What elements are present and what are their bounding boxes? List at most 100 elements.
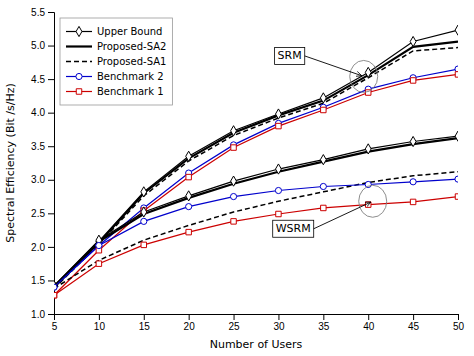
- tick: 20: [184, 314, 196, 332]
- series-line: [54, 138, 458, 287]
- legend-item: Proposed-SA1: [66, 56, 166, 67]
- legend-marker: [76, 73, 82, 79]
- tick-mark: [458, 314, 459, 320]
- tick-mark: [48, 12, 54, 13]
- point: [410, 199, 415, 204]
- tick-label: 5.5: [31, 7, 45, 18]
- tick-label: 2.0: [31, 242, 45, 253]
- tick-label: 30: [273, 321, 285, 332]
- legend-item: Benchmark 2: [66, 71, 164, 82]
- tick: 2.0: [31, 242, 54, 253]
- point: [455, 72, 458, 77]
- tick-mark: [48, 46, 54, 47]
- point: [54, 284, 57, 290]
- point: [455, 194, 458, 199]
- tick-label: 5: [52, 321, 58, 332]
- tick-label: 3.0: [31, 174, 45, 185]
- legend-label: Upper Bound: [97, 26, 162, 37]
- point: [365, 144, 371, 154]
- point: [455, 25, 458, 35]
- tick: 5.0: [31, 40, 54, 51]
- point: [320, 183, 326, 189]
- legend-label: Proposed-SA1: [97, 56, 166, 67]
- point: [96, 261, 101, 266]
- tick: 2.5: [31, 208, 54, 219]
- legend-swatch: [66, 45, 92, 47]
- series-line: [54, 136, 458, 286]
- legend-item: Proposed-SA2: [66, 41, 166, 52]
- point: [320, 155, 326, 165]
- tick-mark: [368, 314, 369, 320]
- tick-mark: [48, 146, 54, 147]
- chart: 51015202530354045501.01.52.02.53.03.54.0…: [0, 0, 474, 356]
- tick-label: 4.5: [31, 74, 45, 85]
- annotation: SRM: [278, 49, 302, 62]
- legend-label: Benchmark 1: [97, 86, 164, 97]
- y-axis: 1.0 1.5 2.0 2.5 3.0 3.5 4.0 4.5 5.0 5.5: [31, 7, 54, 320]
- point: [186, 151, 192, 161]
- tick-label: 3.5: [31, 141, 45, 152]
- tick: 50: [453, 314, 465, 332]
- series-line: [54, 197, 458, 296]
- point: [231, 145, 236, 150]
- tick-mark: [144, 314, 145, 320]
- tick-mark: [48, 113, 54, 114]
- point: [231, 126, 237, 136]
- tick: 4.5: [31, 74, 54, 85]
- annotation-box: [275, 47, 305, 64]
- point: [276, 211, 281, 216]
- point: [230, 193, 236, 199]
- y-axis-title: Spectral Efficiency (Bit /s/Hz): [4, 83, 17, 243]
- tick: 1.5: [31, 275, 54, 286]
- point: [231, 176, 237, 186]
- annotation-ellipse: [359, 185, 387, 217]
- legend-box: [60, 18, 172, 105]
- legend-item: Upper Bound: [66, 26, 162, 37]
- tick-mark: [234, 314, 235, 320]
- point: [186, 204, 192, 210]
- point: [321, 205, 326, 210]
- tick-label: 4.0: [31, 107, 45, 118]
- point: [54, 284, 57, 290]
- point: [54, 281, 57, 291]
- tick-mark: [48, 79, 54, 80]
- tick-label: 15: [139, 321, 151, 332]
- tick: 40: [363, 314, 375, 332]
- point: [54, 292, 57, 297]
- tick: 5: [52, 314, 58, 332]
- point: [54, 281, 57, 291]
- tick-mark: [48, 247, 54, 248]
- point: [54, 292, 57, 297]
- point: [276, 164, 282, 174]
- point: [275, 187, 281, 193]
- x-axis: 5101520253035404550: [52, 314, 465, 332]
- point: [410, 136, 416, 146]
- tick-label: 25: [228, 321, 240, 332]
- legend: Upper Bound Proposed-SA2 Proposed-SA1 Bench…: [60, 18, 172, 105]
- annotation-box: [273, 220, 314, 237]
- annotation: WSRM: [276, 222, 311, 235]
- point: [141, 218, 147, 224]
- point: [186, 174, 191, 179]
- tick: 35: [318, 314, 330, 332]
- annotation-ellipse: [350, 60, 378, 92]
- legend-marker: [76, 26, 82, 36]
- tick-mark: [413, 314, 414, 320]
- tick-mark: [278, 314, 279, 320]
- plot-area: [54, 25, 458, 298]
- point: [276, 123, 281, 128]
- tick-mark: [48, 280, 54, 281]
- point: [96, 242, 102, 248]
- tick-label: 10: [94, 321, 106, 332]
- tick-label: 1.0: [31, 309, 45, 320]
- point: [141, 242, 146, 247]
- tick: 3.0: [31, 174, 54, 185]
- tick-mark: [189, 314, 190, 320]
- legend-label: Proposed-SA2: [97, 41, 166, 52]
- point: [186, 229, 191, 234]
- tick: 10: [94, 314, 106, 332]
- annotations: SRM WSRM: [273, 47, 387, 237]
- series-line: [54, 42, 458, 288]
- tick-label: 50: [453, 321, 465, 332]
- annotation-arrow: [314, 202, 371, 229]
